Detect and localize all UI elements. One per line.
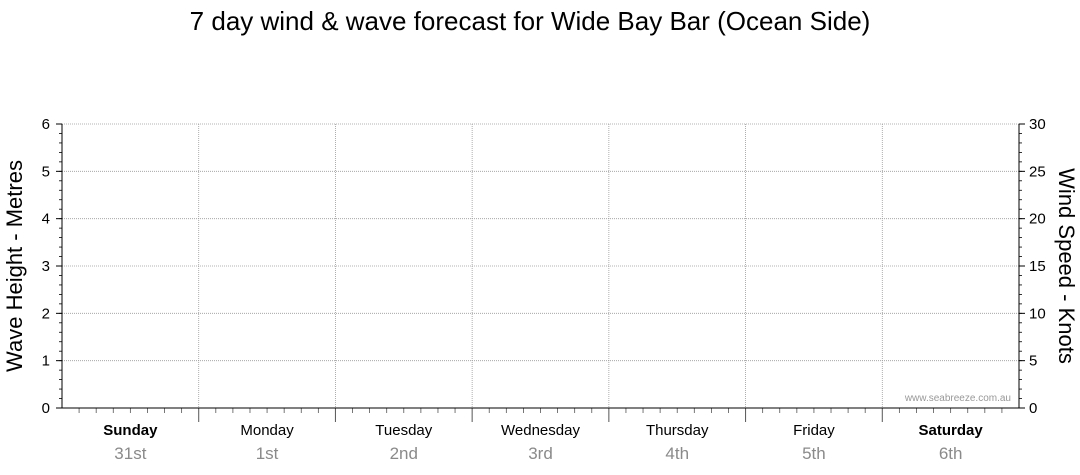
- right-tick-label: 25: [1029, 163, 1046, 180]
- day-date-label: 4th: [665, 444, 689, 463]
- day-name-label: Thursday: [646, 422, 709, 439]
- day-date-label: 2nd: [390, 444, 418, 463]
- day-date-label: 6th: [939, 444, 963, 463]
- day-name-label: Friday: [793, 422, 835, 439]
- left-tick-label: 4: [42, 211, 50, 228]
- right-tick-label: 10: [1029, 305, 1046, 322]
- watermark: www.seabreeze.com.au: [904, 393, 1011, 404]
- left-tick-label: 3: [42, 258, 50, 275]
- left-tick-label: 1: [42, 353, 50, 370]
- right-tick-label: 5: [1029, 353, 1037, 370]
- left-axis-title: Wave Height - Metres: [2, 160, 27, 372]
- right-tick-label: 0: [1029, 400, 1037, 417]
- day-date-label: 5th: [802, 444, 826, 463]
- left-tick-label: 5: [42, 163, 50, 180]
- day-name-label: Monday: [240, 422, 294, 439]
- grid: [62, 123, 1019, 408]
- day-name-label: Wednesday: [501, 422, 580, 439]
- day-name-label: Saturday: [919, 422, 984, 439]
- day-date-label: 1st: [256, 444, 279, 463]
- right-axis-ticks: 0 5 10 15 20 25 30: [1019, 116, 1046, 417]
- left-axis-ticks: 0 1 2 3 4 5 6: [42, 116, 62, 417]
- left-tick-label: 0: [42, 400, 50, 417]
- axes: [61, 124, 1020, 422]
- chart-title: 7 day wind & wave forecast for Wide Bay …: [190, 6, 871, 36]
- right-tick-label: 30: [1029, 116, 1046, 133]
- left-tick-label: 2: [42, 305, 50, 322]
- left-tick-label: 6: [42, 116, 50, 133]
- day-name-label: Tuesday: [375, 422, 432, 439]
- day-date-label: 31st: [114, 444, 146, 463]
- day-labels: Sunday 31st Monday 1st Tuesday 2nd Wednesday 3r…: [103, 422, 983, 463]
- right-tick-label: 15: [1029, 258, 1046, 275]
- right-axis-title: Wind Speed - Knots: [1054, 168, 1079, 364]
- day-date-label: 3rd: [528, 444, 553, 463]
- day-name-label: Sunday: [103, 422, 158, 439]
- right-tick-label: 20: [1029, 211, 1046, 228]
